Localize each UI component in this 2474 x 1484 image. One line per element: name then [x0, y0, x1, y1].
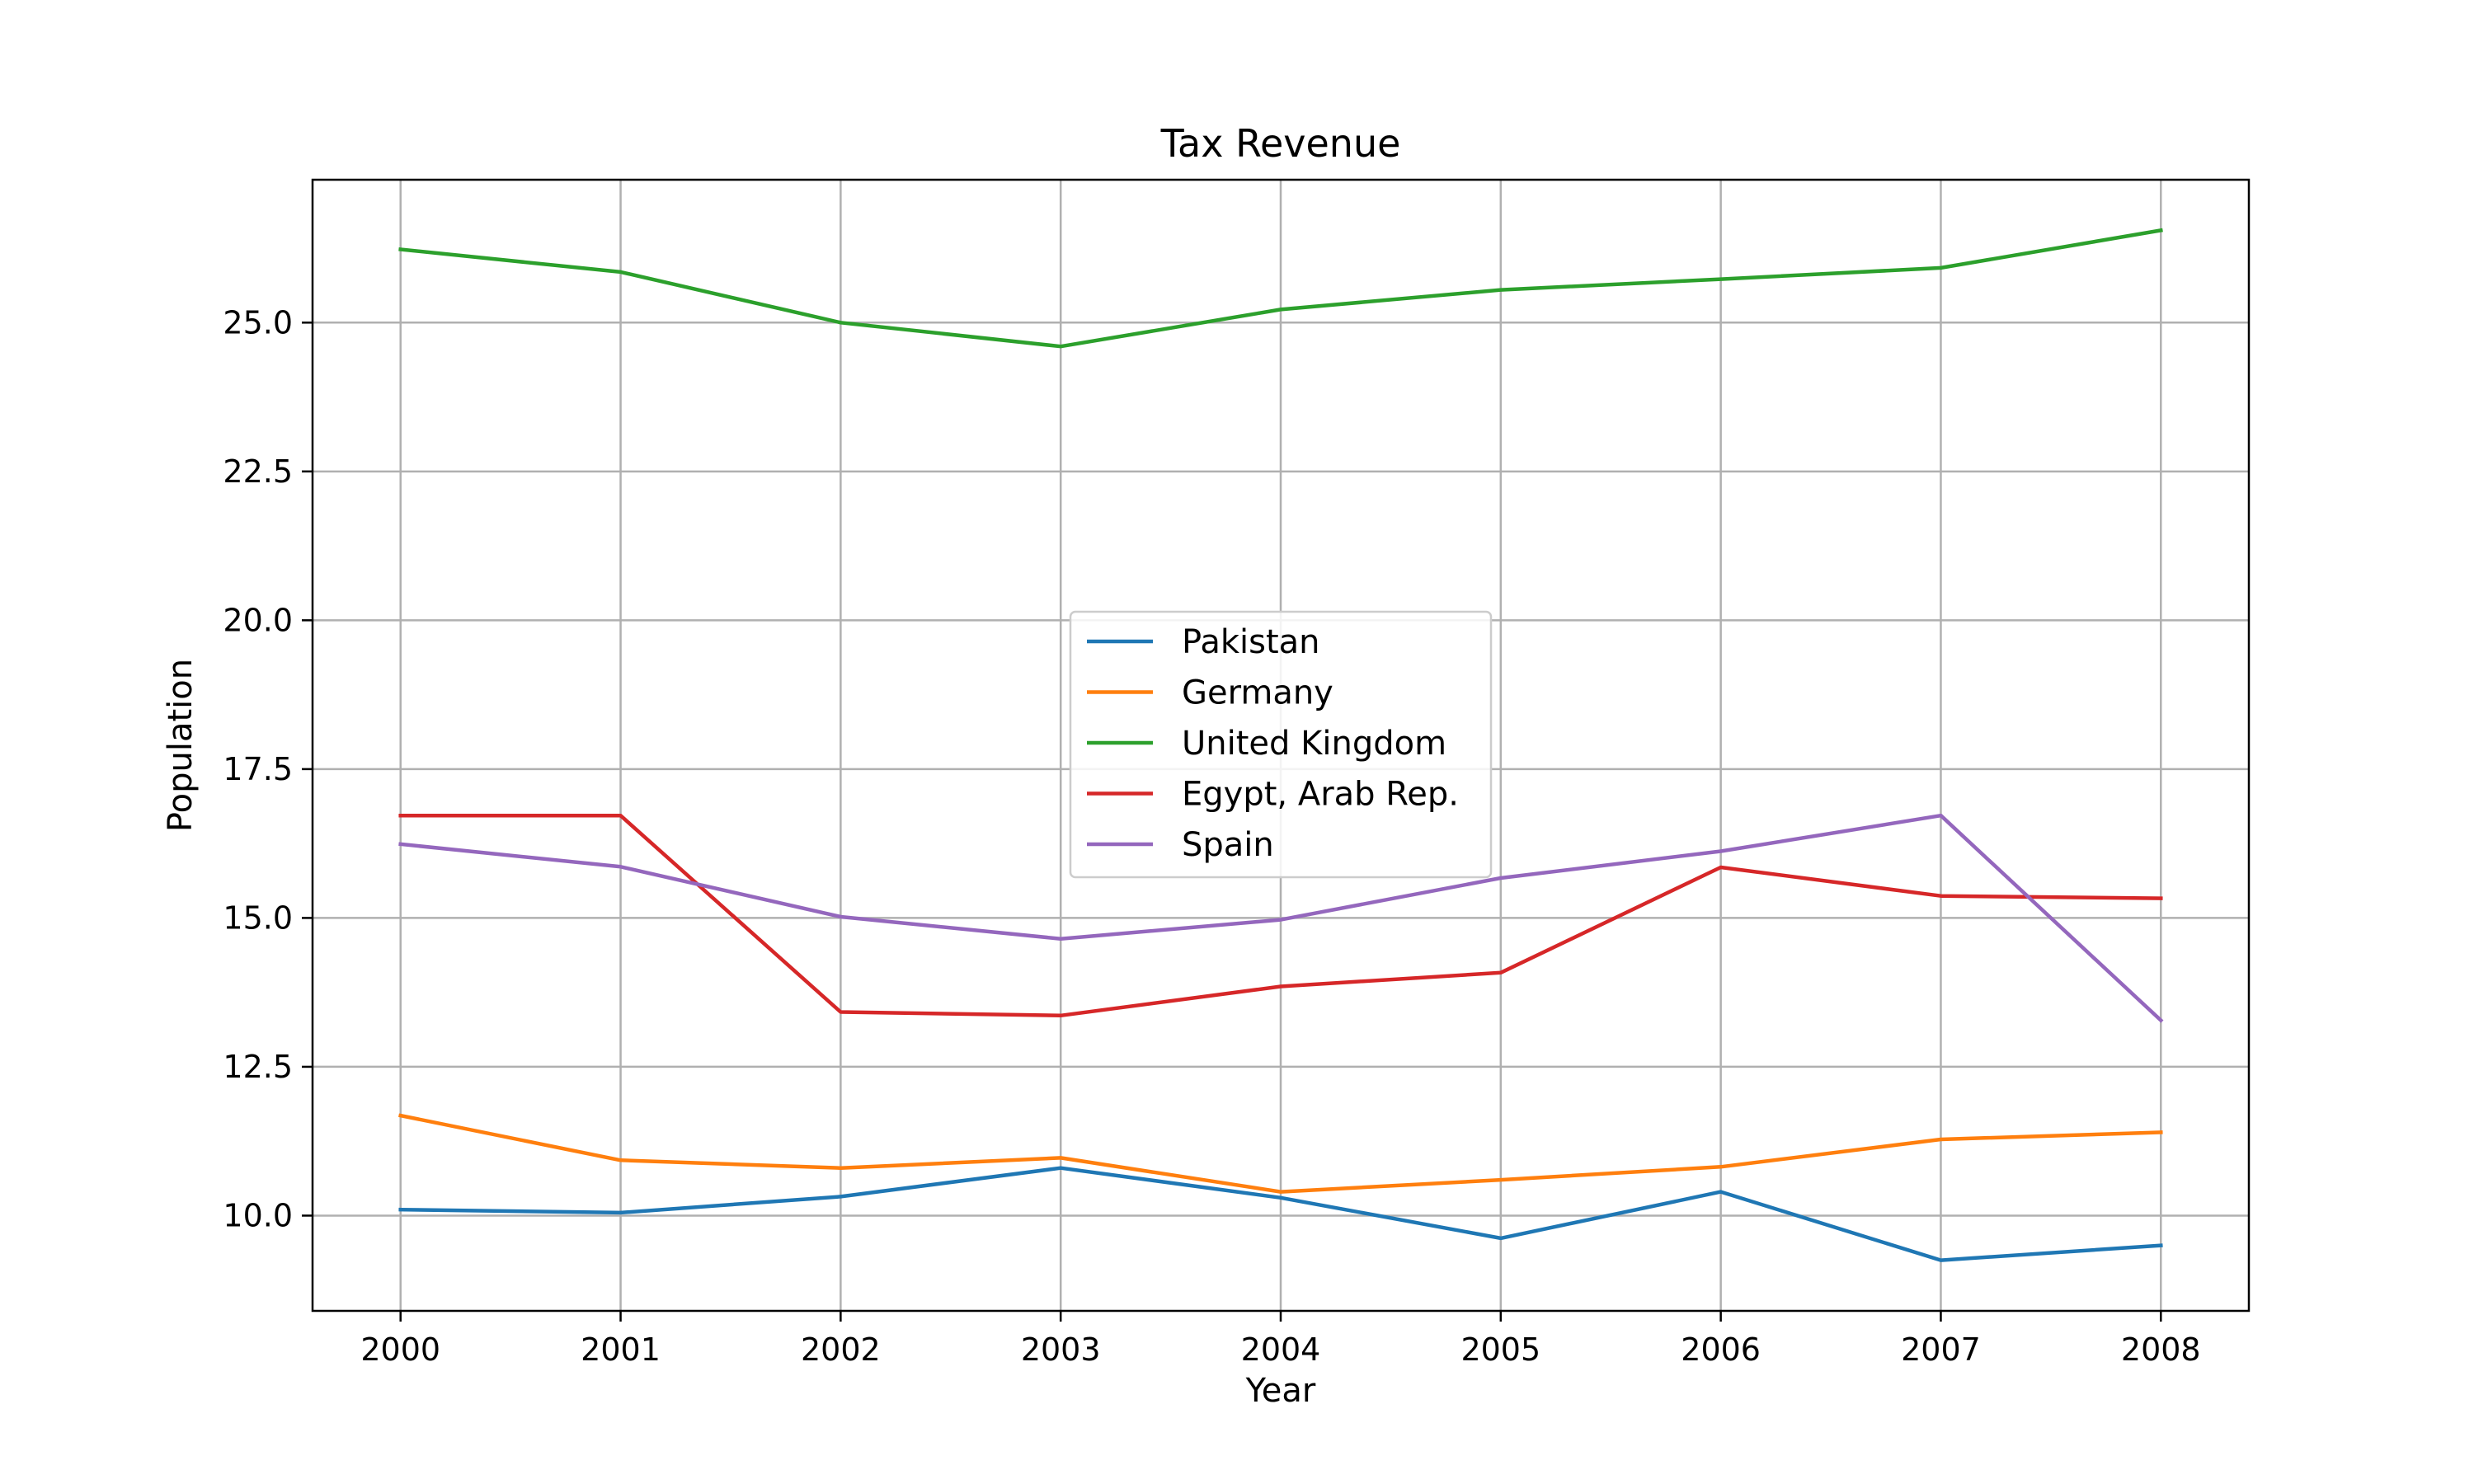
- y-tick-label: 15.0: [223, 899, 293, 936]
- legend-label-spain: Spain: [1182, 826, 1274, 864]
- x-axis-label: Year: [1245, 1372, 1316, 1410]
- y-axis-label: Population: [162, 659, 200, 832]
- y-tick-label: 25.0: [223, 304, 293, 340]
- series-line-germany: [398, 1113, 2163, 1194]
- y-tick-label: 10.0: [223, 1197, 293, 1233]
- y-tick-label: 20.0: [223, 602, 293, 638]
- x-tick-label: 2007: [1901, 1331, 1981, 1368]
- y-tick-label: 12.5: [223, 1049, 293, 1085]
- x-tick-label: 2001: [581, 1331, 661, 1368]
- y-tick-label: 17.5: [223, 751, 293, 787]
- x-tick-label: 2000: [360, 1331, 440, 1368]
- x-tick-label: 2004: [1241, 1331, 1321, 1368]
- chart-title: Tax Revenue: [1160, 121, 1401, 166]
- series-line-spain: [398, 813, 2164, 1023]
- axis-ticks: 2000 2001 2002 2003 2004 2005 2006 2007 2008 10.0…: [223, 304, 2200, 1368]
- y-tick-label: 22.5: [223, 453, 293, 490]
- legend-box: [1069, 610, 1493, 879]
- x-tick-label: 2008: [2121, 1331, 2201, 1368]
- series-line-united-kingdom: [398, 228, 2163, 349]
- legend-label-pakistan: Pakistan: [1182, 623, 1320, 661]
- legend-label-egypt-arab-rep: Egypt, Arab Rep.: [1182, 776, 1459, 814]
- legend-label-united-kingdom: United Kingdom: [1182, 725, 1446, 763]
- x-tick-label: 2003: [1021, 1331, 1101, 1368]
- x-tick-label: 2005: [1460, 1331, 1540, 1368]
- series-line-egypt-arab-rep: [398, 813, 2163, 1018]
- x-tick-label: 2006: [1681, 1331, 1761, 1368]
- series-lines: [398, 228, 2164, 1262]
- legend-label-germany: Germany: [1182, 674, 1333, 712]
- x-tick-label: 2002: [801, 1331, 881, 1368]
- series-line-pakistan: [398, 1166, 2163, 1262]
- legend: Pakistan Germany United Kingdom Egypt, Arab…: [1069, 610, 1493, 879]
